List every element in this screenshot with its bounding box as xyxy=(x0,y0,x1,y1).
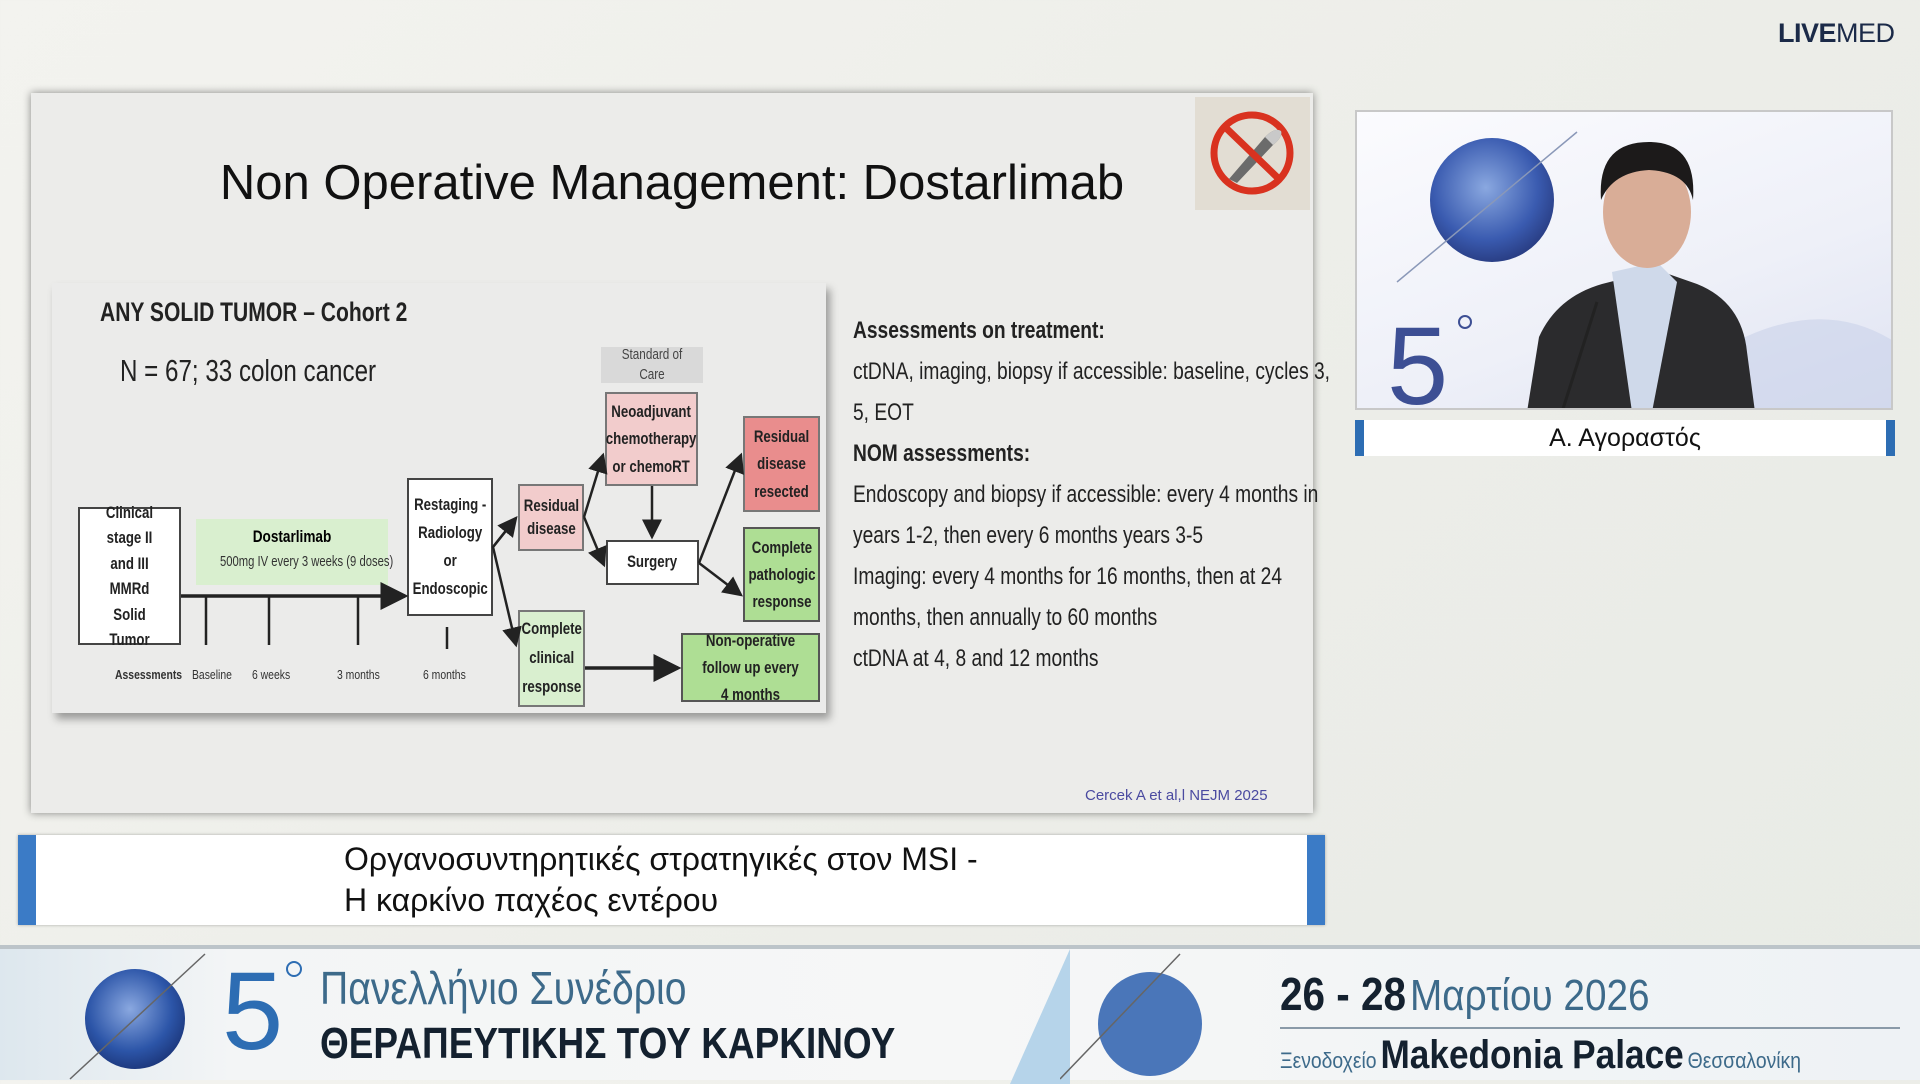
speaker-name-bar: Α. Αγοραστός xyxy=(1355,420,1895,456)
timeline-label: 6 months xyxy=(423,667,466,682)
no-surgery-scalpel-icon xyxy=(1195,97,1310,210)
notes-heading: NOM assessments: xyxy=(853,440,1031,467)
livemed-logo: LIVEMED xyxy=(1778,18,1895,48)
box-clinical-stage: Clinical stage II and III MMRd Solid Tum… xyxy=(78,503,181,649)
timeline-label: 6 weeks xyxy=(252,667,291,682)
label-standard-of-care: Standard of Care xyxy=(601,346,703,383)
box-non-operative-follow-up: Non-operative follow up every 4 months xyxy=(681,631,820,704)
box-surgery: Surgery xyxy=(606,540,699,585)
assessment-notes: Assessments on treatment: ctDNA, imaging… xyxy=(853,310,1331,679)
timeline-label: 3 months xyxy=(337,667,380,682)
notes-line: years 1-2, then every 6 months years 3-5 xyxy=(853,522,1204,549)
notes-line: Imaging: every 4 months for 16 months, t… xyxy=(853,563,1283,590)
svg-text:5: 5 xyxy=(1387,305,1448,410)
notes-line: months, then annually to 60 months xyxy=(853,604,1158,631)
banner-line1: Πανελλήνιο Συνέδριο xyxy=(320,962,687,1014)
box-complete-pathologic-response: Complete pathologic response xyxy=(743,527,820,622)
banner-line2: ΘΕΡΑΠΕΥΤΙΚΗΣ ΤΟΥ ΚΑΡΚΙΝΟΥ xyxy=(320,1019,896,1068)
speaker-video: 5 xyxy=(1355,110,1893,410)
slide-title: Non Operative Management: Dostarlimab xyxy=(219,156,1125,210)
box-neoadjuvant: Neoadjuvant chemotherapy or chemoRT xyxy=(605,392,698,486)
banner-decoration xyxy=(1010,949,1070,1084)
box-dostarlimab: Dostarlimab 500mg IV every 3 weeks (9 do… xyxy=(196,519,393,585)
degree-icon xyxy=(286,961,302,977)
timeline-label: Baseline xyxy=(192,667,232,682)
banner-dates: 26 - 28 Μαρτίου 2026 xyxy=(1280,968,1650,1020)
talk-title-line: Η καρκίνο παχέος εντέρου xyxy=(344,882,719,918)
diagram-arrows xyxy=(181,452,744,682)
notes-heading: Assessments on treatment: xyxy=(853,317,1105,344)
presentation-slide: Non Operative Management: Dostarlimab AN… xyxy=(31,93,1331,813)
study-design-diagram: ANY SOLID TUMOR – Cohort 2 N = 67; 33 co… xyxy=(52,283,826,713)
globe-logo-icon xyxy=(1430,138,1554,262)
globe-logo-icon xyxy=(1060,953,1202,1080)
notes-line: ctDNA, imaging, biopsy if accessible: ba… xyxy=(853,358,1331,385)
notes-line: ctDNA at 4, 8 and 12 months xyxy=(853,645,1099,672)
notes-line: 5, EOT xyxy=(853,399,914,426)
diagram-heading: ANY SOLID TUMOR – Cohort 2 xyxy=(100,297,408,327)
box-complete-clinical-response: Complete clinical response xyxy=(518,610,585,707)
cohort-size: N = 67; 33 colon cancer xyxy=(120,353,377,388)
timeline-label: Assessments xyxy=(115,667,183,682)
banner-venue: Ξενοδοχείο Makedonia Palace Θεσσαλονίκη xyxy=(1280,1033,1802,1077)
box-residual-disease: Residual disease xyxy=(518,484,584,551)
notes-line: Endoscopy and biopsy if accessible: ever… xyxy=(853,481,1319,508)
banner-number: 5 xyxy=(222,950,284,1073)
citation: Cercek A et al,l NEJM 2025 xyxy=(1085,787,1268,804)
box-residual-resected: Residual disease resected xyxy=(743,416,820,512)
talk-title-line: Οργανοσυντηρητικές στρατηγικές στον MSI … xyxy=(344,841,978,877)
banner-divider xyxy=(1280,1027,1900,1029)
box-restaging: Restaging - Radiology or Endoscopic xyxy=(407,478,493,616)
conference-banner: 5 Πανελλήνιο Συνέδριο ΘΕΡΑΠΕΥΤΙΚΗΣ ΤΟΥ Κ… xyxy=(0,945,1920,1084)
talk-title-bar: Οργανοσυντηρητικές στρατηγικές στον MSI … xyxy=(18,835,1325,925)
globe-logo-icon xyxy=(69,953,206,1080)
